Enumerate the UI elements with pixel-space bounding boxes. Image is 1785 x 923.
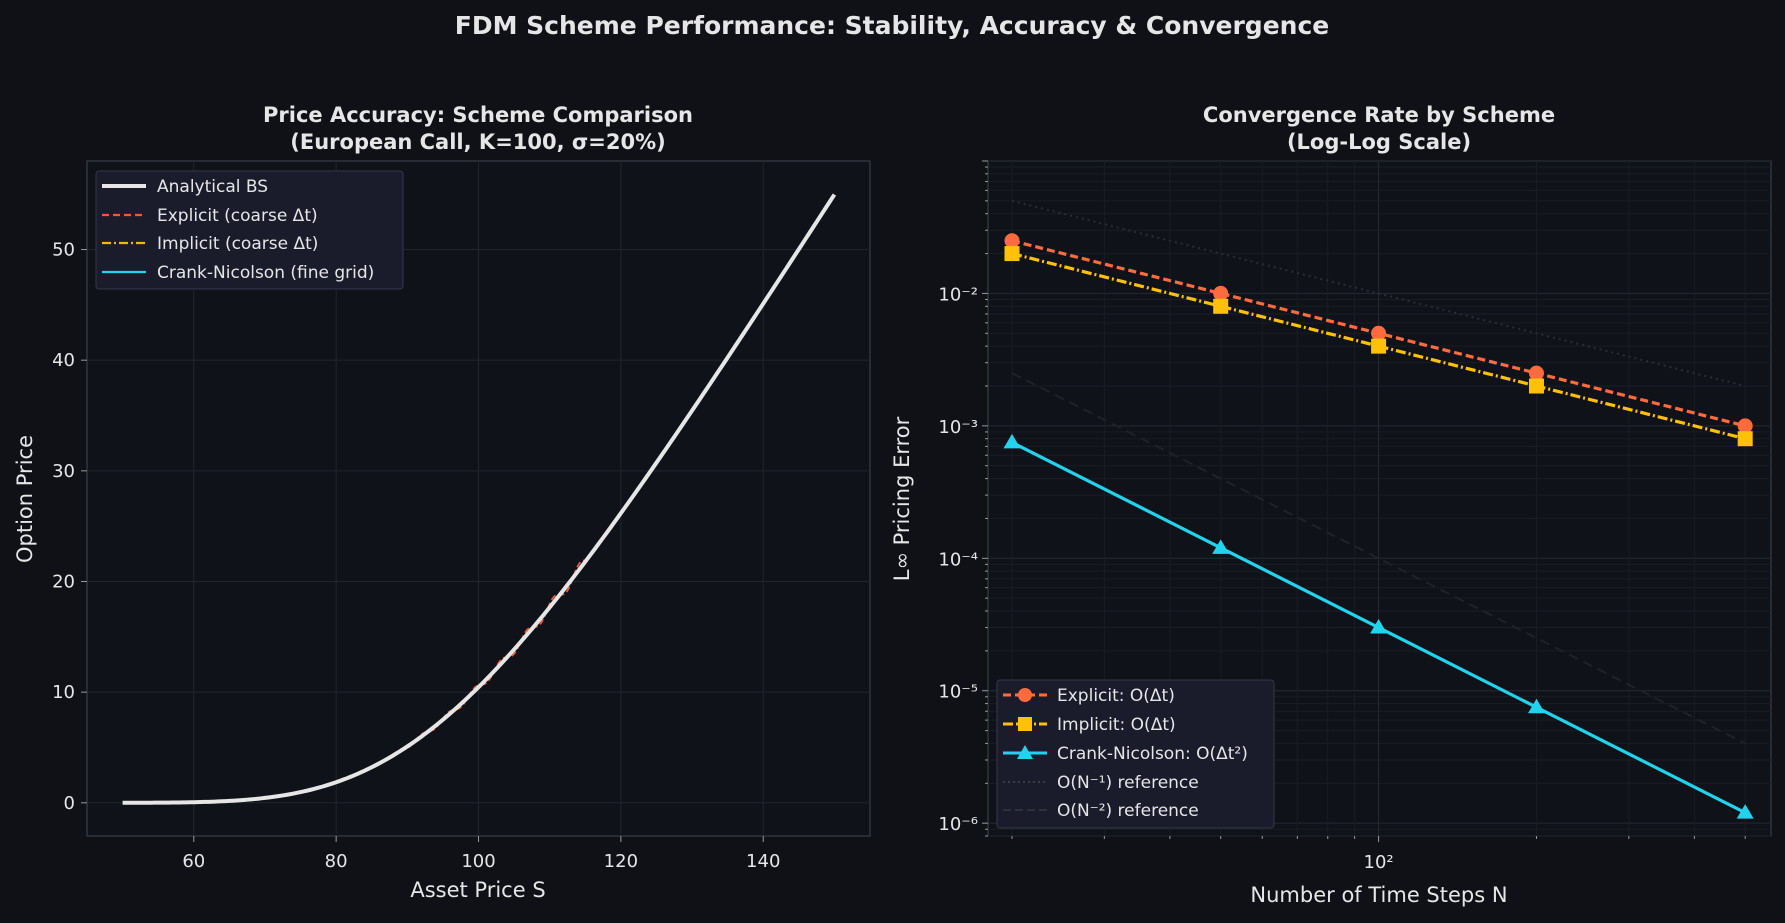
right-y-axis-label: L∞ Pricing Error xyxy=(890,416,914,581)
data-point-implicit xyxy=(1004,246,1020,262)
legend-marker-explicit xyxy=(1018,688,1032,702)
data-point-crank-nicolson xyxy=(1370,619,1388,634)
legend-label-ref-n2: O(N⁻²) reference xyxy=(1057,801,1199,821)
data-point-implicit xyxy=(1213,298,1229,314)
data-point-implicit xyxy=(1371,338,1387,354)
data-point-crank-nicolson xyxy=(1212,539,1230,554)
left-x-tick-label: 80 xyxy=(325,851,348,872)
data-point-explicit xyxy=(1528,365,1544,381)
data-point-explicit xyxy=(1004,233,1020,249)
left-legend-box xyxy=(95,170,404,290)
right-y-tick-label: 10⁻⁵ xyxy=(938,682,978,703)
left-x-axis-label: Asset Price S xyxy=(410,878,545,902)
right-x-tick-label: 10² xyxy=(1364,852,1394,873)
left-x-tick-label: 100 xyxy=(461,851,495,872)
analytical-bs-line xyxy=(122,193,837,805)
right-series-layer xyxy=(1003,199,1754,819)
left-y-tick-label: 50 xyxy=(52,240,75,261)
legend-label-crank-nicolson-fine: Crank-Nicolson (fine grid) xyxy=(157,263,374,283)
left-y-tick-label: 40 xyxy=(52,350,75,371)
right-ticks: 10⁻⁶ 10⁻⁵ 10⁻⁴ 10⁻³ 10⁻² 10² xyxy=(938,160,1746,873)
legend-label-implicit-coarse: Implicit (coarse Δt) xyxy=(157,234,318,254)
right-legend-box xyxy=(996,679,1275,829)
data-point-crank-nicolson xyxy=(1003,433,1021,449)
data-point-crank-nicolson xyxy=(1527,698,1545,714)
right-y-tick-label: 10⁻⁶ xyxy=(938,814,978,835)
left-x-tick-label: 60 xyxy=(182,851,205,872)
left-chart-title-line2: (European Call, K=100, σ=20%) xyxy=(290,130,665,154)
data-point-implicit xyxy=(1737,431,1753,447)
left-ticks: 60 80 100 120 140 0 10 20 30 40 50 xyxy=(52,240,780,872)
left-y-axis-label: Option Price xyxy=(13,435,37,563)
legend-label-ref-n1: O(N⁻¹) reference xyxy=(1057,773,1199,793)
legend-label-explicit-coarse: Explicit (coarse Δt) xyxy=(157,206,318,226)
convergence-chart: Convergence Rate by Scheme (Log-Log Scal… xyxy=(890,103,1772,907)
series-line-3 xyxy=(1011,199,1746,387)
left-y-tick-label: 20 xyxy=(52,571,75,592)
legend-label-implicit: Implicit: O(Δt) xyxy=(1057,715,1176,735)
price-accuracy-chart: Price Accuracy: Scheme Comparison (Europ… xyxy=(13,103,871,902)
series-line-4 xyxy=(1011,372,1746,745)
left-y-tick-label: 10 xyxy=(52,682,75,703)
right-chart-title-line1: Convergence Rate by Scheme xyxy=(1203,103,1555,127)
left-y-tick-label: 30 xyxy=(52,461,75,482)
figure-title: FDM Scheme Performance: Stability, Accur… xyxy=(455,11,1329,40)
right-chart-title-line2: (Log-Log Scale) xyxy=(1287,130,1471,154)
left-chart-title-line1: Price Accuracy: Scheme Comparison xyxy=(263,103,693,127)
right-y-tick-label: 10⁻³ xyxy=(938,417,978,438)
right-y-tick-label: 10⁻² xyxy=(938,284,978,305)
left-x-tick-label: 140 xyxy=(746,851,780,872)
right-y-tick-label: 10⁻⁴ xyxy=(938,549,978,570)
legend-label-explicit: Explicit: O(Δt) xyxy=(1057,686,1175,706)
right-legend: Explicit: O(Δt) Implicit: O(Δt) Crank-Ni… xyxy=(996,679,1275,829)
left-x-tick-label: 120 xyxy=(604,851,638,872)
data-point-implicit xyxy=(1528,378,1544,394)
legend-marker-implicit xyxy=(1018,717,1032,731)
data-point-explicit xyxy=(1213,285,1229,301)
left-y-tick-label: 0 xyxy=(64,793,75,814)
left-legend: Analytical BS Explicit (coarse Δt) Impli… xyxy=(95,170,404,290)
data-point-explicit xyxy=(1737,418,1753,434)
data-point-crank-nicolson xyxy=(1736,804,1754,819)
right-x-axis-label: Number of Time Steps N xyxy=(1250,883,1507,907)
legend-marker-crank-nicolson xyxy=(1017,745,1033,759)
data-point-explicit xyxy=(1371,325,1387,341)
legend-label-analytical: Analytical BS xyxy=(157,177,268,197)
legend-label-crank-nicolson: Crank-Nicolson: O(Δt²) xyxy=(1057,744,1248,764)
left-series-layer xyxy=(122,193,837,805)
